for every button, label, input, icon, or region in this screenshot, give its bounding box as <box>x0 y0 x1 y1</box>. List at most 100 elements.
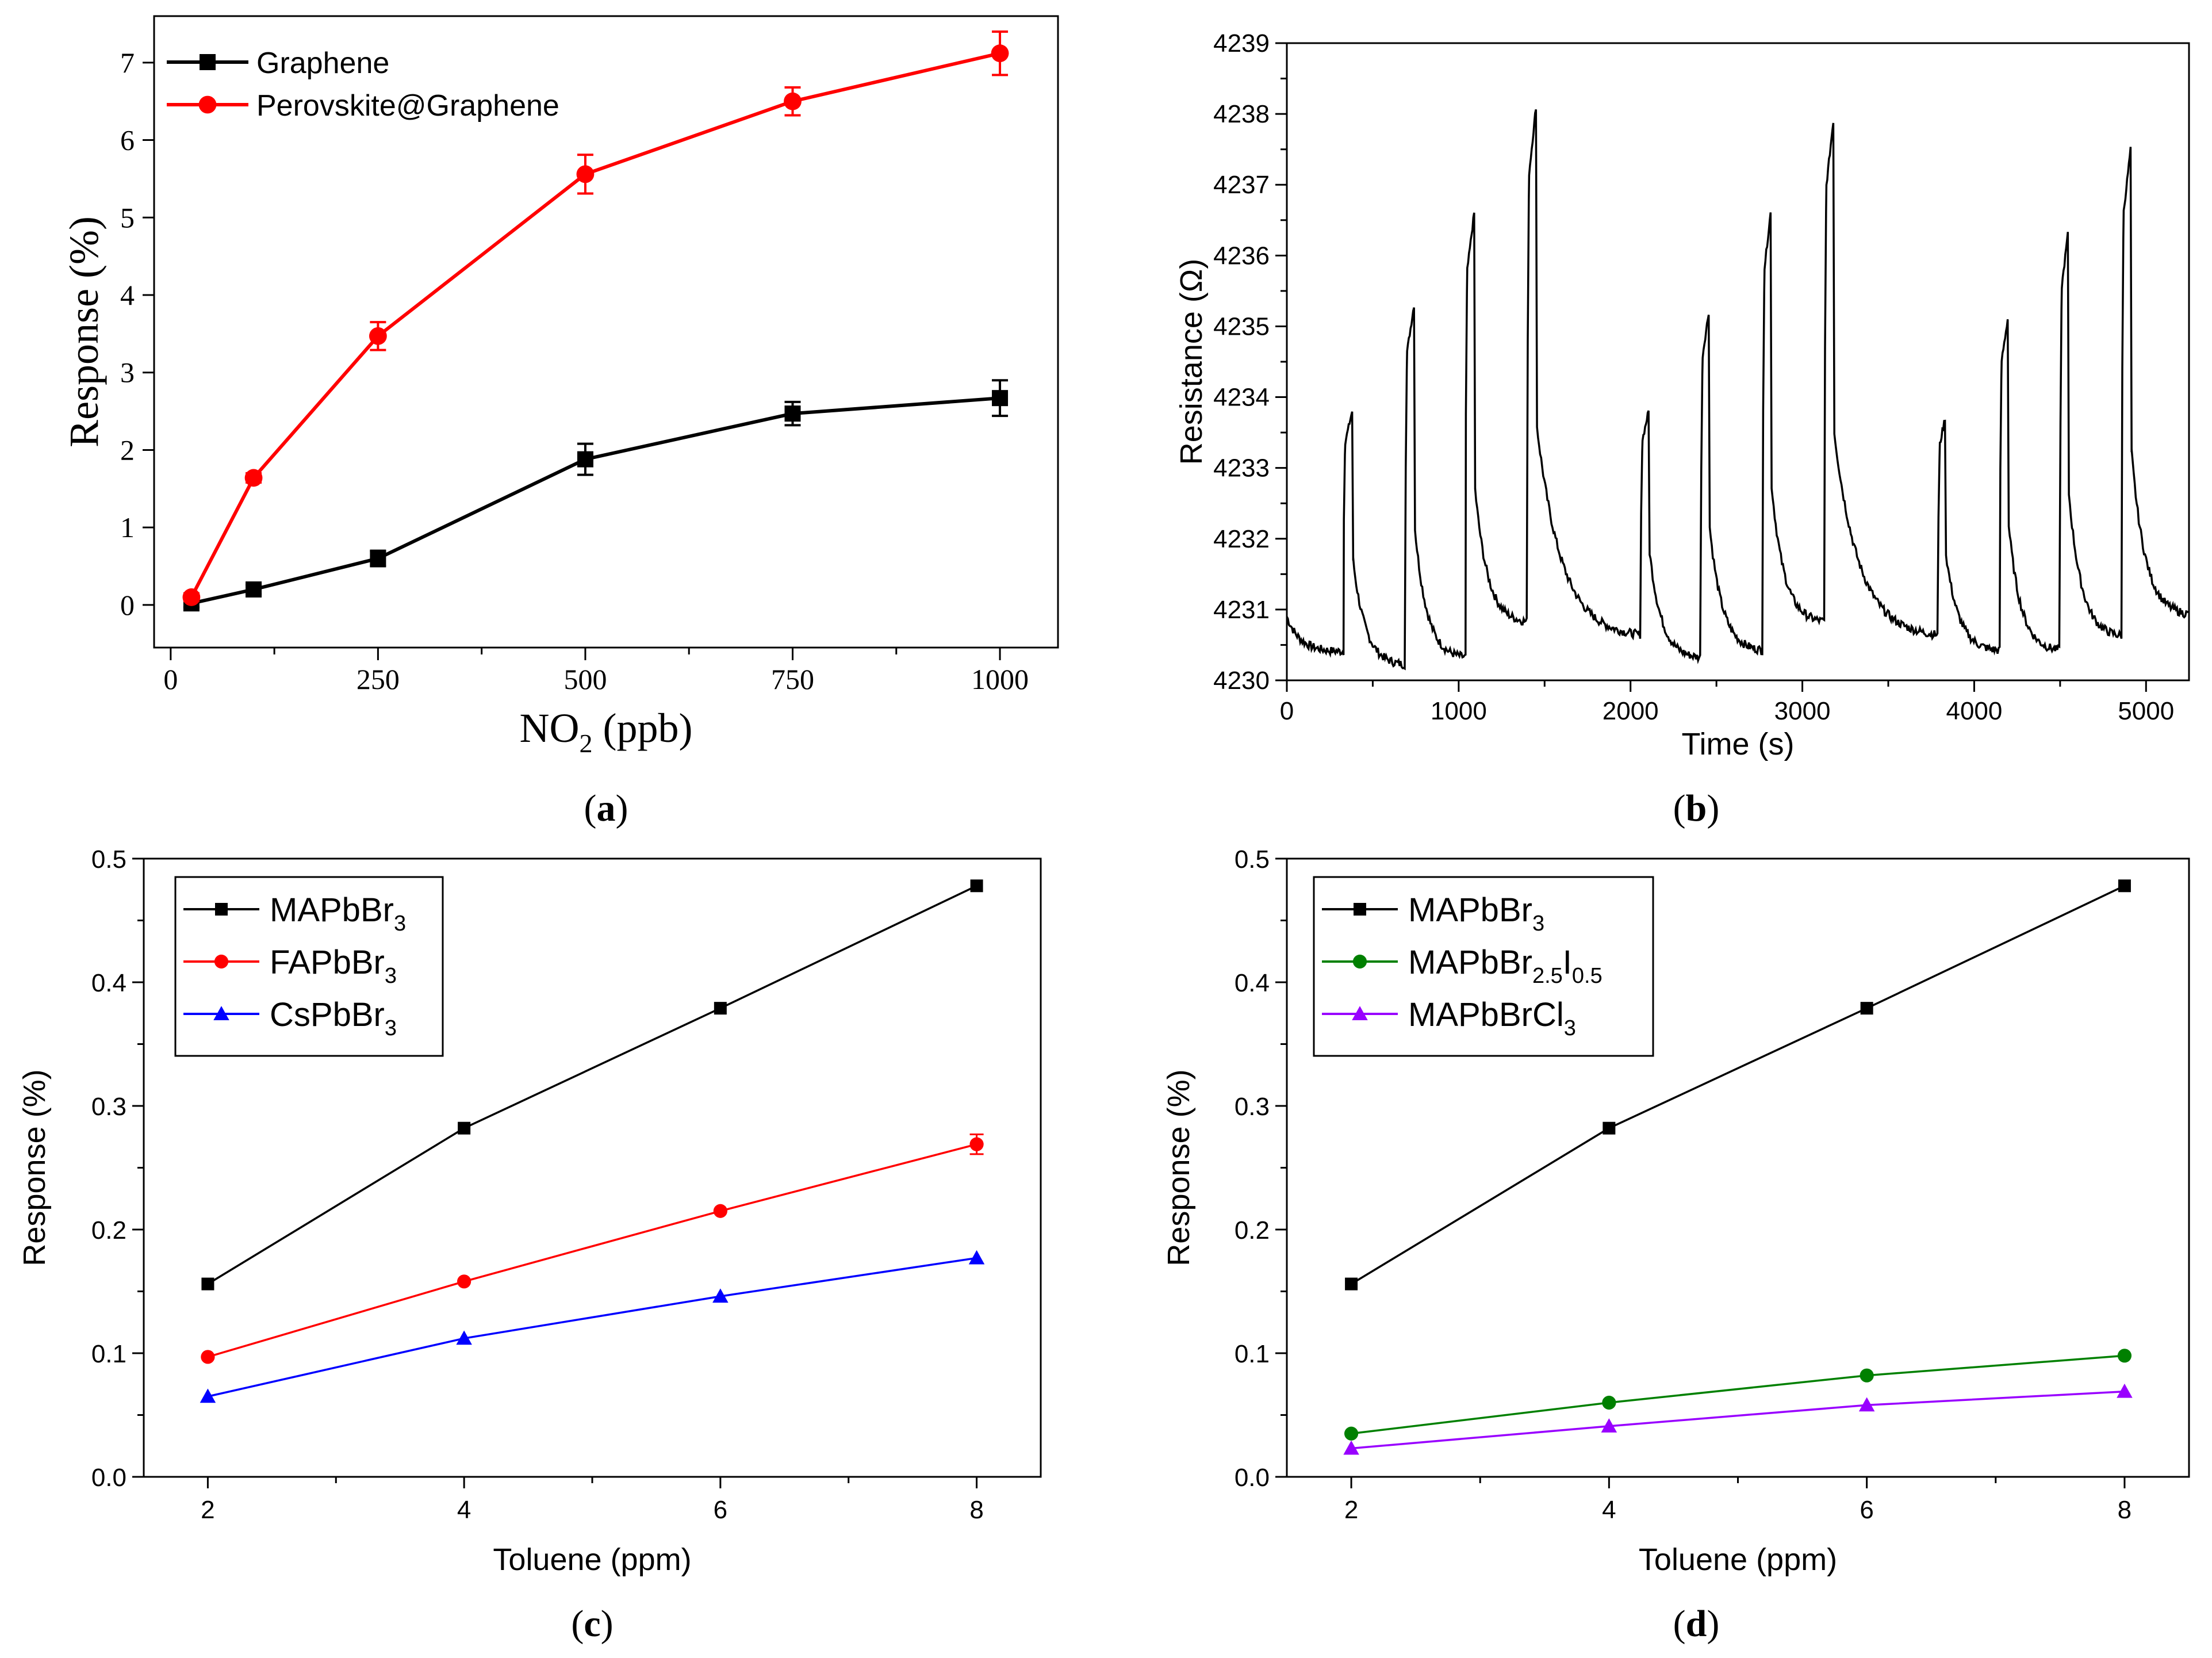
legend-label: MAPbBr2.5I0.5 <box>1408 944 1603 988</box>
series-line-resistance <box>1286 109 2189 671</box>
data-point <box>458 1121 471 1135</box>
x-tick-label: 8 <box>2118 1496 2132 1524</box>
series-line <box>207 1143 977 1358</box>
x-tick-label: 4000 <box>1946 697 2002 725</box>
legend-label: MAPbBr3 <box>270 891 406 936</box>
panel-label-open: ( <box>1673 1603 1686 1645</box>
series-line <box>191 396 1000 606</box>
y-tick-label: 4235 <box>1213 312 1270 340</box>
y-tick-label: 4237 <box>1213 171 1270 199</box>
data-point <box>713 1204 727 1218</box>
x-axis-title: NO2 (ppb) <box>520 705 693 758</box>
legend-marker <box>1352 1006 1368 1020</box>
x-axis-title-main: NO <box>520 705 580 751</box>
y-tick-label: 0 <box>120 589 135 621</box>
data-point <box>1344 1426 1359 1441</box>
data-point <box>1601 1418 1617 1433</box>
y-axis-title: Response (%) <box>17 1069 52 1266</box>
legend-label: Perovskite@Graphene <box>256 89 559 122</box>
x-tick-label: 750 <box>771 663 814 695</box>
legend-label-base: FAPbBr <box>270 944 385 981</box>
legend-label: FAPbBr3 <box>270 944 397 988</box>
data-point <box>370 550 386 567</box>
series-CsPbBr <box>200 1250 985 1403</box>
data-point <box>784 405 801 422</box>
chart-panel-d: 2 4 6 8 0.0 0.1 0.2 0.3 0.4 0.5 Toluene (ppm) Respo… <box>1161 845 2190 1577</box>
panel-label-open: ( <box>584 787 597 829</box>
data-point <box>2118 879 2131 893</box>
x-axis-title-unit: (ppb) <box>593 705 693 751</box>
series-line <box>1351 1390 2125 1450</box>
series-line <box>1351 1354 2125 1435</box>
y-tick-label: 0.5 <box>91 845 126 874</box>
panel-label-close: ) <box>1707 1603 1719 1645</box>
x-axis-title: Toluene (ppm) <box>493 1542 691 1577</box>
x-axis-title: Time (s) <box>1682 727 1795 761</box>
series-line <box>190 51 1000 598</box>
panel-label-letter: d <box>1686 1603 1707 1645</box>
series-line <box>207 884 977 1285</box>
y-tick-label: 4230 <box>1213 667 1270 695</box>
data-point <box>991 44 1009 63</box>
x-tick-label: 1000 <box>1431 697 1487 725</box>
y-tick-label: 0.0 <box>91 1464 126 1492</box>
y-tick-label: 3 <box>120 357 135 389</box>
y-axis-title: Resistance (Ω) <box>1174 259 1209 465</box>
y-tick-label: 4238 <box>1213 100 1270 128</box>
panel-label-c: (c) <box>571 1603 613 1645</box>
y-tick-label: 0.3 <box>1235 1093 1270 1121</box>
series-line <box>1351 884 2125 1285</box>
y-tick-label: 5 <box>120 201 135 233</box>
legend-label-base: MAPbBr <box>1408 891 1532 929</box>
panel-label-letter: b <box>1686 787 1707 829</box>
y-tick-label: 4231 <box>1213 596 1270 624</box>
panel-label-letter: a <box>597 787 616 829</box>
panel-label-b: (b) <box>1673 787 1720 829</box>
x-tick-label: 8 <box>969 1496 983 1524</box>
legend-marker <box>1352 954 1367 969</box>
y-tick-label: 7 <box>120 47 135 79</box>
y-axis-title: Response (%) <box>61 216 107 447</box>
series-MAPbBrI <box>1344 1349 2132 1441</box>
data-point <box>244 469 263 487</box>
data-point <box>1603 1121 1616 1135</box>
data-point <box>1345 1277 1358 1291</box>
y-tick-label: 2 <box>120 434 135 466</box>
data-point <box>968 1250 985 1265</box>
x-tick-label: 6 <box>714 1496 727 1524</box>
y-tick-label: 0.0 <box>1235 1464 1270 1492</box>
y-tick-label: 0.1 <box>1235 1340 1270 1368</box>
x-tick-label: 3000 <box>1774 697 1831 725</box>
data-point <box>2117 1383 2133 1398</box>
panel-label-a: (a) <box>584 787 628 829</box>
legend-label-subscript: 3 <box>385 964 397 988</box>
series-line <box>208 1257 977 1397</box>
data-point <box>969 1137 984 1151</box>
x-tick-label: 500 <box>563 663 607 695</box>
x-tick-label: 5000 <box>2118 697 2174 725</box>
plot-frame <box>1286 42 2190 681</box>
legend-label-base: MAPbBr <box>270 891 394 929</box>
y-tick-label: 4234 <box>1213 384 1270 412</box>
series-MAPbBrCl <box>1343 1383 2133 1455</box>
x-tick-label: 2000 <box>1603 697 1659 725</box>
legend-marker <box>213 1006 229 1020</box>
x-tick-label: 0 <box>1280 697 1294 725</box>
data-point <box>992 390 1009 407</box>
panel-label-letter: c <box>584 1603 600 1645</box>
x-tick-label: 2 <box>201 1496 214 1524</box>
x-tick-label: 6 <box>1860 1496 1873 1524</box>
data-point <box>1858 1397 1875 1412</box>
data-point <box>457 1274 471 1289</box>
y-tick-label: 4232 <box>1213 525 1270 553</box>
y-tick-label: 0.3 <box>91 1093 126 1121</box>
legend: Graphene Perovskite@Graphene <box>167 47 559 122</box>
panel-label-close: ) <box>601 1603 614 1645</box>
y-tick-label: 0.1 <box>91 1340 126 1368</box>
y-tick-label: 4236 <box>1213 242 1270 270</box>
legend-label-subscript: 3 <box>1532 912 1544 936</box>
legend-label: MAPbBr3 <box>1408 891 1544 936</box>
